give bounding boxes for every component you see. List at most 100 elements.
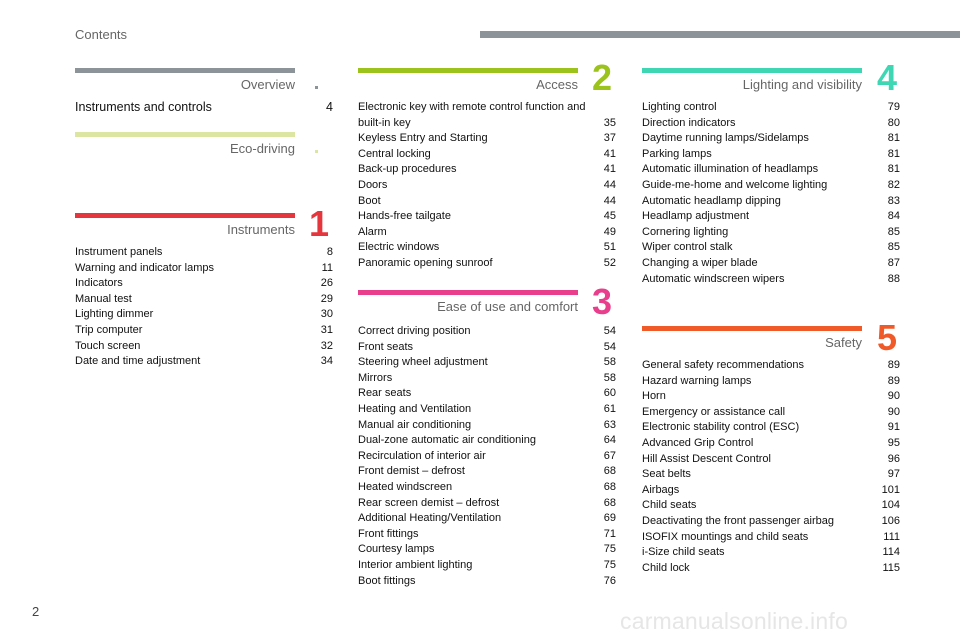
toc-entry-page: 85 — [887, 225, 900, 238]
toc-entry[interactable]: Heated windscreen 68 — [358, 480, 616, 496]
toc-entry[interactable]: Touch screen 32 — [75, 339, 333, 355]
toc-entry[interactable]: Automatic windscreen wipers 88 — [642, 272, 900, 288]
toc-entry-page: 71 — [603, 527, 616, 540]
toc-entry-title: General safety recommendations — [642, 359, 805, 371]
toc-entry-page: 64 — [603, 434, 616, 447]
toc-entry[interactable]: Rear seats 60 — [358, 386, 616, 402]
toc-entry-title: Mirrors — [358, 371, 393, 384]
toc-entry-page: 54 — [603, 325, 616, 337]
toc-entry-page: 35 — [603, 116, 616, 129]
toc-entry[interactable]: Manual test 29 — [75, 292, 333, 308]
toc-entry-page: 81 — [887, 147, 900, 160]
section-number: 2 — [592, 57, 613, 98]
toc-entry[interactable]: Date and time adjustment 34 — [75, 354, 333, 370]
toc-entry[interactable]: Automatic headlamp dipping 83 — [642, 194, 900, 210]
toc-entry[interactable]: Lighting control 79 — [642, 100, 900, 116]
toc-entry[interactable]: Headlamp adjustment 84 — [642, 209, 900, 225]
toc-entry[interactable]: Hazard warning lamps 89 — [642, 374, 900, 390]
section-number: 5 — [877, 317, 898, 358]
toc-entry[interactable]: Electronic key with remote control funct… — [358, 100, 616, 131]
toc-entry-page: 89 — [887, 359, 900, 371]
toc-entry-title: Alarm — [358, 225, 387, 238]
toc-entry[interactable]: Advanced Grip Control 95 — [642, 436, 900, 452]
toc-entry[interactable]: Manual air conditioning 63 — [358, 418, 616, 434]
toc-entry-page: 115 — [882, 561, 900, 574]
toc-entry[interactable]: Front fittings 71 — [358, 527, 616, 543]
toc-entry[interactable]: Rear screen demist – defrost 68 — [358, 496, 616, 512]
toc-entry-page: 32 — [320, 339, 333, 352]
toc-entry[interactable]: Steering wheel adjustment 58 — [358, 355, 616, 371]
toc-entry[interactable]: Automatic illumination of headlamps 81 — [642, 162, 900, 178]
toc-entry[interactable]: Cornering lighting 85 — [642, 225, 900, 241]
toc-entry-title: Daytime running lamps/Sidelamps — [642, 132, 809, 145]
toc-entry[interactable]: Boot fittings 76 — [358, 574, 616, 590]
toc-entry[interactable]: ISOFIX mountings and child seats 111 — [642, 530, 900, 546]
toc-entry[interactable]: Guide-me-home and welcome lighting 82 — [642, 178, 900, 194]
section-title: Safety — [825, 335, 862, 350]
toc-entry-title: Manual test — [75, 292, 132, 305]
toc-entry[interactable]: Direction indicators 80 — [642, 116, 900, 132]
section-number: 1 — [309, 203, 330, 244]
toc-entry[interactable]: Seat belts 97 — [642, 467, 900, 483]
toc-entry-title: Lighting dimmer — [75, 308, 154, 321]
toc-entry[interactable]: Central locking 41 — [358, 147, 616, 163]
toc-entry[interactable]: Courtesy lamps 75 — [358, 542, 616, 558]
toc-entry[interactable]: Hands-free tailgate 45 — [358, 209, 616, 225]
toc-entry[interactable]: Doors 44 — [358, 178, 616, 194]
toc-entry[interactable]: Emergency or assistance call 90 — [642, 405, 900, 421]
toc-entry[interactable]: Deactivating the front passenger airbag 1… — [642, 514, 900, 530]
toc-entry-page: 81 — [887, 132, 900, 145]
toc-entry-title: Boot fittings — [358, 574, 416, 587]
toc-entry[interactable]: Wiper control stalk 85 — [642, 240, 900, 256]
toc-entry[interactable]: Recirculation of interior air 67 — [358, 449, 616, 465]
toc-entry[interactable]: Parking lamps 81 — [642, 147, 900, 163]
toc-list-safety: General safety recommendations 89 Hazard w… — [642, 358, 900, 576]
toc-entry[interactable]: General safety recommendations 89 — [642, 358, 900, 374]
toc-entry-page: 4 — [326, 100, 333, 114]
toc-list-lighting: Lighting control 79 Direction indicators 80… — [642, 100, 900, 287]
toc-entry[interactable]: Panoramic opening sunroof 52 — [358, 256, 616, 272]
toc-entry[interactable]: Keyless Entry and Starting 37 — [358, 131, 616, 147]
toc-entry[interactable]: Dual-zone automatic air conditioning 64 — [358, 433, 616, 449]
section-bar — [642, 326, 862, 331]
toc-entry-title: Hazard warning lamps — [642, 374, 752, 387]
toc-entry-title: Trip computer — [75, 323, 143, 336]
toc-entry[interactable]: Electric windows 51 — [358, 240, 616, 256]
toc-entry[interactable]: Front demist – defrost 68 — [358, 464, 616, 480]
toc-entry[interactable]: Mirrors 58 — [358, 371, 616, 387]
toc-entry[interactable]: Electronic stability control (ESC) 91 — [642, 420, 900, 436]
toc-entry[interactable]: Back-up procedures 41 — [358, 162, 616, 178]
section-instruments: Instruments — [75, 213, 295, 238]
toc-entry-page: 87 — [887, 256, 900, 269]
toc-entry[interactable]: Daytime running lamps/Sidelamps 81 — [642, 131, 900, 147]
toc-entry[interactable]: Additional Heating/Ventilation 69 — [358, 511, 616, 527]
toc-entry-page: 8 — [326, 246, 333, 258]
toc-entry-page: 49 — [603, 225, 616, 238]
toc-entry-title: Indicators — [75, 277, 123, 290]
toc-entry[interactable]: Horn 90 — [642, 389, 900, 405]
section-bar — [358, 290, 578, 295]
toc-entry-page: 52 — [603, 256, 616, 269]
toc-entry[interactable]: Warning and indicator lamps 11 — [75, 261, 333, 277]
toc-entry[interactable]: Changing a wiper blade 87 — [642, 256, 900, 272]
toc-entry[interactable]: Instruments and controls 4 — [75, 100, 333, 116]
section-bar — [642, 68, 862, 73]
toc-entry[interactable]: Correct driving position 54 — [358, 324, 616, 340]
toc-entry[interactable]: Trip computer 31 — [75, 323, 333, 339]
toc-entry-page: 111 — [883, 530, 900, 543]
toc-entry[interactable]: Lighting dimmer 30 — [75, 307, 333, 323]
toc-entry[interactable]: Hill Assist Descent Control 96 — [642, 452, 900, 468]
toc-entry[interactable]: Child lock 115 — [642, 561, 900, 577]
toc-entry[interactable]: i-Size child seats 114 — [642, 545, 900, 561]
toc-entry[interactable]: Child seats 104 — [642, 498, 900, 514]
toc-entry[interactable]: Heating and Ventilation 61 — [358, 402, 616, 418]
toc-entry-title: Guide-me-home and welcome lighting — [642, 178, 828, 191]
toc-entry[interactable]: Boot 44 — [358, 194, 616, 210]
toc-entry[interactable]: Interior ambient lighting 75 — [358, 558, 616, 574]
toc-entry[interactable]: Instrument panels 8 — [75, 245, 333, 261]
toc-entry[interactable]: Alarm 49 — [358, 225, 616, 241]
toc-entry-title: Heated windscreen — [358, 480, 453, 493]
toc-entry[interactable]: Indicators 26 — [75, 276, 333, 292]
toc-entry[interactable]: Front seats 54 — [358, 340, 616, 356]
toc-entry[interactable]: Airbags 101 — [642, 483, 900, 499]
